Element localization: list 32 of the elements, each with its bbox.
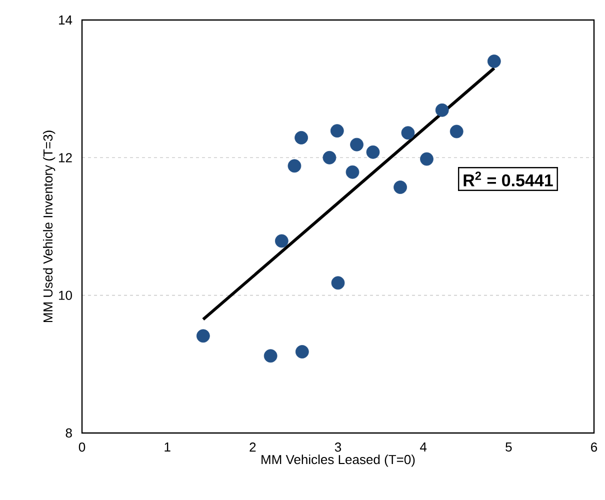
point — [420, 152, 434, 166]
y-tick-label: 8 — [66, 428, 72, 438]
point — [350, 138, 364, 152]
annotation: R$^{2}$ = 0.5441 — [464, 172, 553, 186]
point — [322, 150, 336, 164]
x-tick-label: 2 — [250, 442, 256, 452]
point — [330, 124, 344, 138]
y-tick-label: 14 — [59, 16, 72, 24]
point — [366, 145, 380, 159]
x-tick-label: 6 — [591, 442, 598, 452]
point — [450, 124, 464, 138]
x-tick-label: 4 — [420, 442, 427, 452]
point — [264, 349, 278, 363]
point — [487, 54, 501, 68]
point — [331, 276, 345, 290]
y-tick-label: 10 — [59, 290, 72, 300]
x-tick-label: 5 — [506, 442, 512, 452]
y-axis-title: MM Used Vehicle Inventory (T=3) — [43, 130, 56, 322]
point — [288, 159, 302, 173]
point — [435, 103, 449, 117]
point — [394, 180, 407, 194]
point — [274, 234, 288, 248]
x-tick-label: 3 — [334, 442, 342, 452]
x-axis-title: MM Vehicles Leased (T=0) — [262, 454, 415, 467]
x-tick-label: 1 — [164, 442, 170, 452]
y-tick-label: 12 — [59, 153, 72, 162]
point — [196, 329, 210, 343]
point — [294, 131, 308, 144]
x-tick-label: 0 — [78, 442, 86, 452]
point — [401, 126, 415, 140]
point — [295, 345, 309, 358]
point — [346, 165, 360, 179]
